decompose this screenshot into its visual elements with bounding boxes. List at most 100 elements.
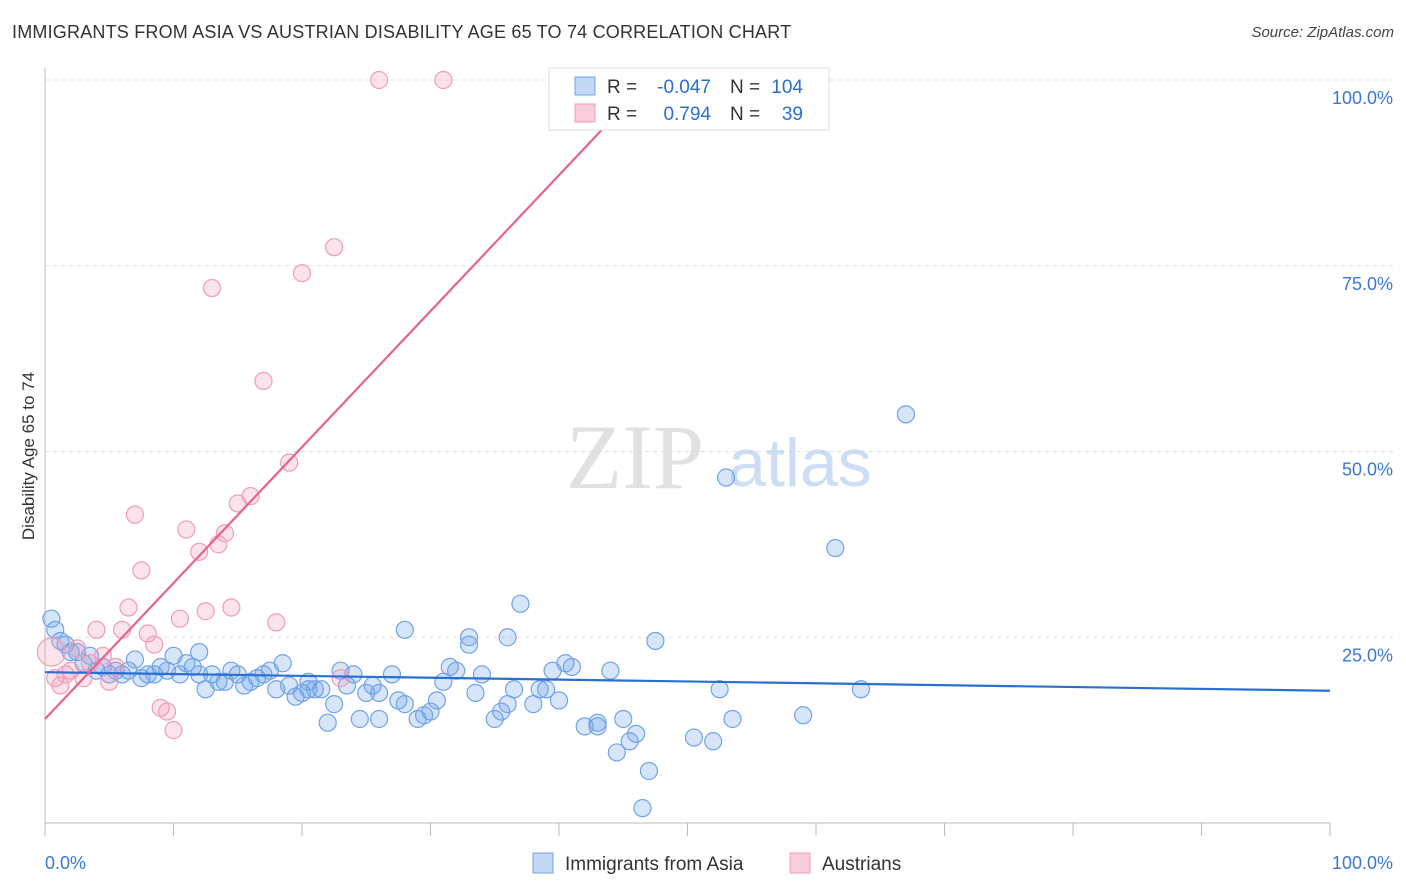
stats-legend-frame: [548, 67, 830, 131]
trend-lines: [44, 79, 1331, 720]
asia-point-63: [459, 635, 479, 654]
asia-point-88: [710, 680, 729, 699]
series-legend: Immigrants from Asia Austrians: [532, 852, 901, 875]
legend-label-asia[interactable]: Immigrants from Asia: [565, 854, 744, 875]
asia-point-96: [395, 620, 414, 639]
asia-point-52: [370, 709, 389, 729]
asia-point-101: [370, 683, 389, 703]
asia-point-49: [350, 709, 369, 729]
asia-point-27: [209, 672, 228, 691]
austrians-point-13: [119, 598, 138, 617]
asia-point-99: [498, 628, 517, 647]
asia-point-97: [459, 628, 479, 647]
austrians-point-33: [280, 453, 299, 472]
asia-point-82: [626, 724, 646, 743]
asia-point-80: [614, 709, 633, 729]
austrians-point-11: [106, 657, 125, 677]
y-tick-label-3: 100.0%: [1332, 88, 1393, 108]
y-axis-label: Disability Age 65 to 74: [19, 372, 38, 540]
asia-point-14: [125, 650, 145, 669]
stats-swatch-austrians: [574, 103, 596, 123]
austrians-point-8: [87, 620, 106, 639]
n-value-austrians: 39: [782, 104, 803, 125]
y-tick-label-1: 50.0%: [1342, 460, 1393, 480]
asia-point-59: [427, 691, 447, 710]
asia-point-92: [826, 538, 845, 558]
asia-point-42: [305, 680, 324, 699]
r-value-austrians: 0.794: [663, 104, 711, 125]
asia-point-84: [633, 799, 652, 818]
n-value-asia: 104: [771, 77, 803, 98]
asia-point-90: [716, 468, 736, 487]
austrians-point-14: [125, 505, 145, 524]
austrians-point-37: [370, 70, 389, 90]
x-tick-label-0: 0.0%: [45, 853, 86, 873]
watermark-zip: ZIP: [566, 406, 704, 508]
asia-point-0: [42, 609, 61, 628]
x-tick-label-1: 100.0%: [1332, 853, 1393, 873]
austrians-point-20: [164, 721, 183, 740]
asia-point-83: [639, 761, 659, 781]
asia-point-70: [511, 594, 530, 613]
asia-point-89: [723, 709, 742, 729]
austrians-point-21: [170, 609, 190, 628]
legend-swatch-asia[interactable]: [532, 852, 554, 874]
austrians-point-24: [196, 602, 215, 621]
asia-point-44: [318, 713, 337, 732]
austrians-point-34: [292, 264, 312, 283]
asia-point-69: [504, 680, 524, 699]
austrians-trend-line: [44, 79, 650, 720]
tick-labels: 25.0% 50.0% 75.0% 100.0% 0.0% 100.0%: [45, 88, 1393, 873]
grid-lines: [45, 79, 1393, 638]
asia-point-76: [562, 657, 581, 677]
r-label-austrians: R =: [607, 104, 637, 125]
axes: [44, 68, 1331, 836]
legend-swatch-austrians[interactable]: [789, 852, 811, 874]
asia-point-95: [588, 713, 607, 732]
asia-point-67: [492, 702, 511, 721]
stats-swatch-asia: [574, 76, 596, 96]
austrians-point-22: [177, 520, 196, 539]
austrians-point-17: [145, 635, 164, 654]
austrians-point-38: [434, 70, 453, 90]
asia-point-50: [357, 683, 376, 703]
data-points: [36, 70, 916, 818]
asia-point-74: [549, 691, 569, 710]
asia-point-73: [537, 680, 556, 699]
watermark-atlas: atlas: [728, 425, 872, 501]
legend-label-austrians[interactable]: Austrians: [822, 854, 901, 875]
austrians-point-2: [51, 676, 70, 695]
n-label-austrians: N =: [730, 104, 760, 125]
asia-point-66: [485, 709, 504, 729]
stats-legend: R = -0.047 N = 104 R = 0.794 N = 39: [548, 67, 830, 131]
asia-point-86: [684, 728, 704, 747]
austrians-point-28: [222, 598, 241, 617]
austrians-point-23: [190, 542, 209, 561]
austrians-point-5: [68, 639, 87, 658]
austrians-point-32: [267, 613, 286, 632]
asia-point-53: [382, 665, 402, 684]
y-tick-label-0: 25.0%: [1342, 645, 1393, 665]
asia-point-65: [472, 665, 491, 684]
asia-trend-line: [44, 671, 1331, 692]
austrians-point-9: [93, 646, 112, 665]
r-label-asia: R =: [607, 77, 637, 98]
austrians-point-30: [241, 486, 260, 506]
asia-point-58: [421, 702, 440, 721]
asia-point-64: [466, 683, 485, 703]
austrians-point-15: [132, 561, 151, 580]
asia-point-81: [620, 732, 639, 751]
austrians-point-36: [331, 669, 350, 688]
asia-point-87: [704, 732, 723, 751]
asia-point-41: [299, 680, 318, 699]
austrians-point-25: [202, 278, 222, 298]
y-tick-label-2: 75.0%: [1342, 274, 1393, 294]
austrians-point-0: [36, 637, 67, 667]
asia-point-45: [325, 695, 344, 714]
austrians-point-35: [325, 238, 344, 257]
asia-point-102: [299, 672, 318, 691]
chart-source: Source: ZipAtlas.com: [1251, 24, 1394, 41]
chart-title: IMMIGRANTS FROM ASIA VS AUSTRIAN DISABIL…: [12, 22, 792, 42]
asia-point-91: [794, 706, 813, 725]
